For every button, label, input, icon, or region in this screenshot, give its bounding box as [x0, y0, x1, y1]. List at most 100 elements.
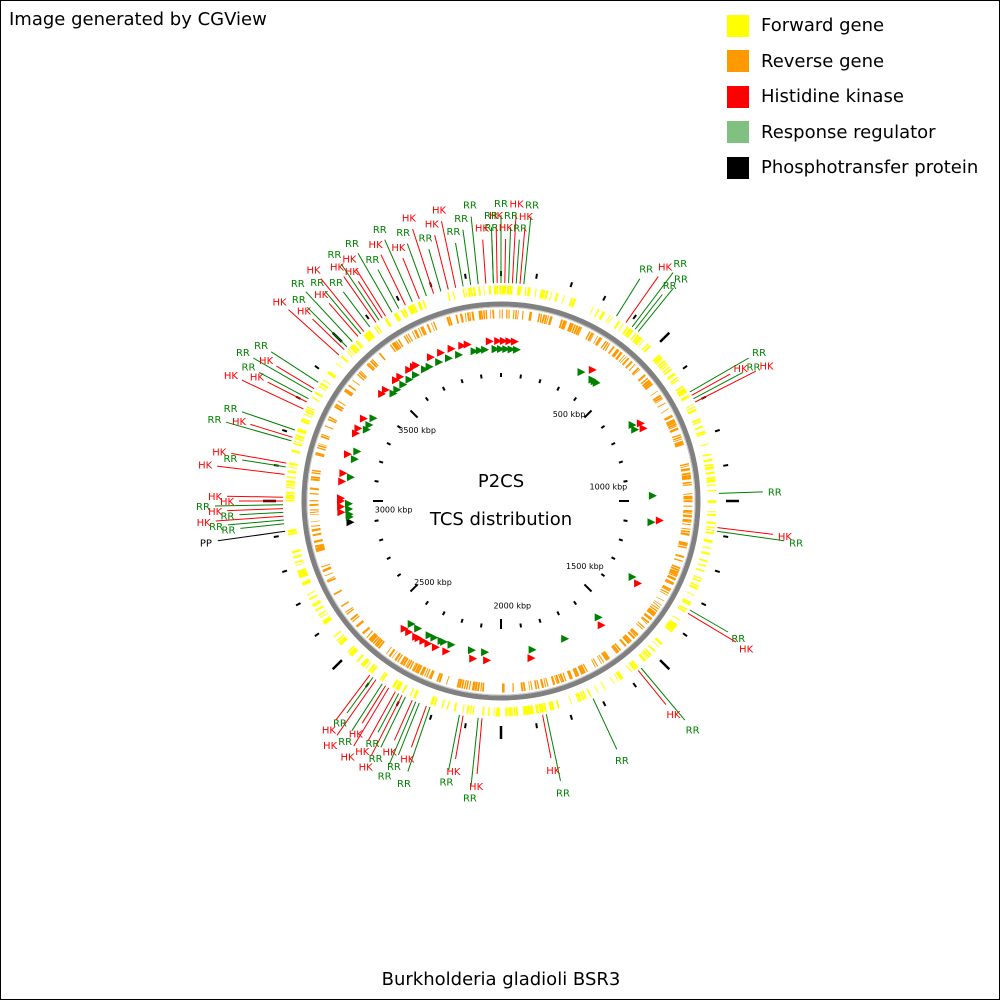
reverse-gene-mark — [594, 336, 602, 346]
tick-label-500kbp: 500 kbp — [553, 410, 586, 419]
forward-gene-mark — [618, 323, 624, 332]
reverse-gene-mark — [375, 639, 384, 648]
forward-gene-mark — [652, 640, 660, 648]
rr-arrow-mark — [345, 505, 354, 513]
reverse-gene-mark — [637, 374, 646, 382]
reverse-gene-mark — [669, 427, 679, 433]
organism-name: Burkholderia gladioli BSR3 — [381, 969, 621, 990]
inner-tick-mark — [378, 460, 384, 464]
reverse-gene-mark — [399, 655, 407, 665]
forward-gene-mark — [658, 362, 667, 370]
callout-line — [253, 357, 313, 393]
forward-gene-mark — [704, 466, 715, 471]
forward-gene-mark — [654, 356, 663, 365]
forward-gene-mark — [625, 665, 633, 673]
rr-arrow-mark — [468, 646, 476, 655]
callout-line — [519, 227, 526, 284]
outer-tick-mark — [535, 723, 538, 729]
callout-label: HK — [546, 766, 561, 777]
reverse-gene-mark — [315, 547, 326, 553]
forward-gene-mark — [634, 336, 642, 345]
forward-gene-mark — [391, 679, 399, 689]
callout-label: HK — [340, 752, 355, 763]
inner-tick-mark — [386, 556, 391, 561]
forward-gene-mark — [691, 418, 701, 424]
hk-arrow-mark — [337, 502, 346, 511]
hk-arrow-mark — [426, 353, 435, 362]
outer-tick-mark — [281, 428, 288, 433]
reverse-gene-mark — [343, 389, 353, 397]
callout-label: HK — [446, 767, 461, 778]
reverse-gene-mark — [539, 678, 545, 689]
forward-gene-mark — [641, 651, 649, 660]
callout-label: HK — [250, 373, 265, 384]
outer-tick-mark — [723, 464, 729, 467]
forward-gene-mark — [681, 600, 691, 606]
forward-gene-mark — [402, 308, 409, 318]
callout-label: HK — [510, 199, 525, 210]
inner-tick-mark — [460, 378, 464, 384]
reverse-gene-mark — [620, 356, 627, 364]
rr-arrow-mark — [414, 624, 423, 633]
forward-gene-mark — [694, 425, 704, 431]
forward-gene-mark — [644, 648, 652, 657]
forward-gene-mark — [346, 350, 353, 358]
reverse-gene-mark — [558, 319, 563, 329]
forward-gene-mark — [671, 379, 680, 386]
callout-line — [397, 702, 420, 756]
forward-gene-mark — [395, 680, 401, 690]
callout-label: RR — [208, 415, 222, 426]
callout-label: RR — [396, 228, 410, 239]
forward-gene-mark — [349, 345, 358, 355]
callout-line — [380, 254, 406, 306]
forward-gene-track — [285, 285, 717, 717]
callout-line — [634, 294, 663, 330]
hk-arrow-mark — [337, 494, 345, 503]
inner-tick-mark — [538, 378, 542, 384]
rr-arrow-mark — [512, 345, 521, 354]
forward-gene-mark — [368, 663, 376, 673]
callout-line — [434, 234, 449, 290]
inner-tick-mark — [409, 583, 419, 593]
hk-arrow-mark — [527, 654, 536, 663]
tick-label-1000kbp: 1000 kbp — [590, 483, 628, 492]
callout-label: HK — [345, 267, 360, 278]
callout-label: RR — [525, 201, 539, 212]
forward-gene-mark — [367, 330, 376, 339]
reverse-gene-mark — [395, 340, 402, 349]
forward-gene-mark — [677, 606, 687, 613]
callout-line — [357, 253, 393, 313]
forward-gene-mark — [319, 382, 329, 390]
reverse-gene-mark — [358, 371, 367, 380]
callout-line — [342, 291, 371, 328]
forward-gene-mark — [568, 297, 574, 307]
callout-label: HK — [658, 263, 673, 274]
callout-line — [693, 371, 744, 400]
callout-label: RR — [196, 502, 210, 513]
forward-gene-mark — [648, 644, 656, 653]
hk-arrow-mark — [588, 365, 597, 374]
callout-line — [689, 357, 749, 393]
callout-line — [407, 706, 431, 772]
forward-gene-mark — [384, 318, 392, 328]
callout-label: RR — [673, 259, 687, 270]
forward-gene-mark — [663, 368, 673, 376]
forward-gene-mark — [668, 619, 678, 627]
reverse-gene-mark — [640, 377, 649, 385]
reverse-gene-mark — [666, 421, 676, 427]
hk-arrow-mark — [499, 337, 508, 345]
outer-tick-mark — [314, 632, 320, 637]
reverse-gene-mark — [550, 675, 556, 686]
outer-tick-mark — [295, 602, 301, 607]
forward-gene-mark — [370, 665, 378, 674]
callout-line — [239, 511, 284, 516]
reverse-gene-mark — [652, 394, 662, 402]
forward-gene-mark — [676, 387, 686, 395]
hk-arrow-mark — [339, 469, 348, 478]
forward-gene-mark — [311, 599, 321, 605]
callout-label: HK — [778, 532, 793, 543]
legend-swatch-reverse-gene — [727, 50, 749, 73]
legend-label-histidine-kinase: Histidine kinase — [761, 86, 904, 108]
reverse-gene-mark — [573, 325, 579, 335]
forward-gene-mark — [297, 568, 307, 574]
